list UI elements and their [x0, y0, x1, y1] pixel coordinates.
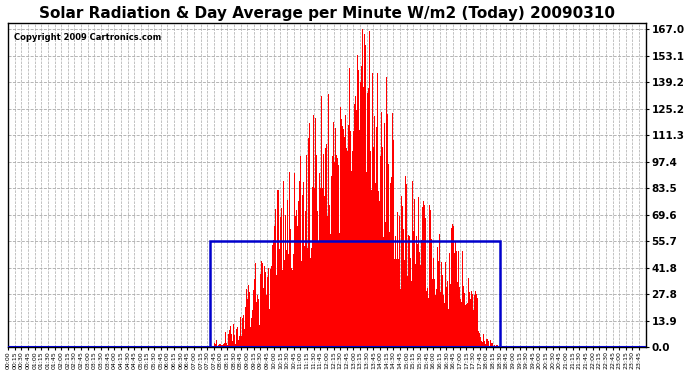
Text: Copyright 2009 Cartronics.com: Copyright 2009 Cartronics.com	[14, 33, 161, 42]
Title: Solar Radiation & Day Average per Minute W/m2 (Today) 20090310: Solar Radiation & Day Average per Minute…	[39, 6, 615, 21]
Bar	[210, 241, 500, 347]
